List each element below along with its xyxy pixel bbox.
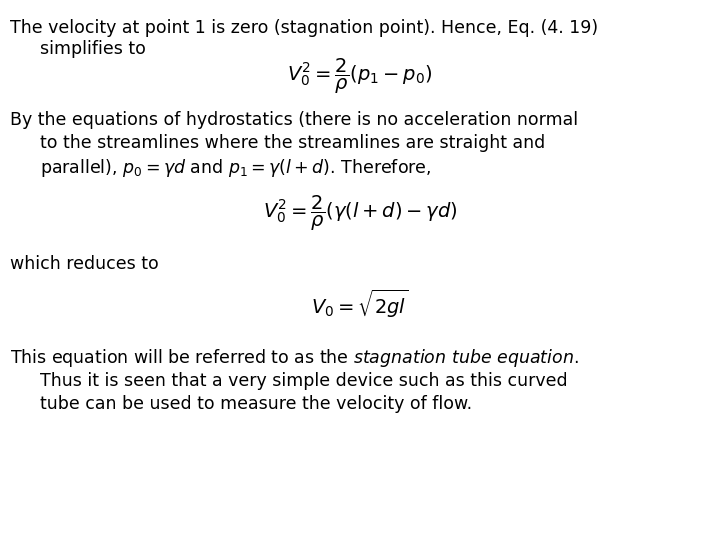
- Text: which reduces to: which reduces to: [10, 255, 159, 273]
- Text: simplifies to: simplifies to: [40, 40, 145, 58]
- Text: Thus it is seen that a very simple device such as this curved: Thus it is seen that a very simple devic…: [40, 372, 567, 389]
- Text: $V_0^2 = \dfrac{2}{\rho}(\gamma(l+d) - \gamma d)$: $V_0^2 = \dfrac{2}{\rho}(\gamma(l+d) - \…: [263, 194, 457, 233]
- Text: The velocity at point 1 is zero (stagnation point). Hence, Eq. (4. 19): The velocity at point 1 is zero (stagnat…: [10, 19, 598, 37]
- Text: parallel), $p_0 = \gamma d$ and $p_1 = \gamma(l + d)$. Therefore,: parallel), $p_0 = \gamma d$ and $p_1 = \…: [40, 157, 431, 179]
- Text: This equation will be referred to as the $\it{stagnation\ tube\ equation}$.: This equation will be referred to as the…: [10, 347, 579, 369]
- Text: tube can be used to measure the velocity of flow.: tube can be used to measure the velocity…: [40, 395, 472, 413]
- Text: $V_0^2 = \dfrac{2}{\rho}(p_1 - p_0)$: $V_0^2 = \dfrac{2}{\rho}(p_1 - p_0)$: [287, 57, 433, 96]
- Text: to the streamlines where the streamlines are straight and: to the streamlines where the streamlines…: [40, 134, 545, 152]
- Text: By the equations of hydrostatics (there is no acceleration normal: By the equations of hydrostatics (there …: [10, 111, 578, 129]
- Text: $V_0 = \sqrt{2gl}$: $V_0 = \sqrt{2gl}$: [311, 287, 409, 320]
